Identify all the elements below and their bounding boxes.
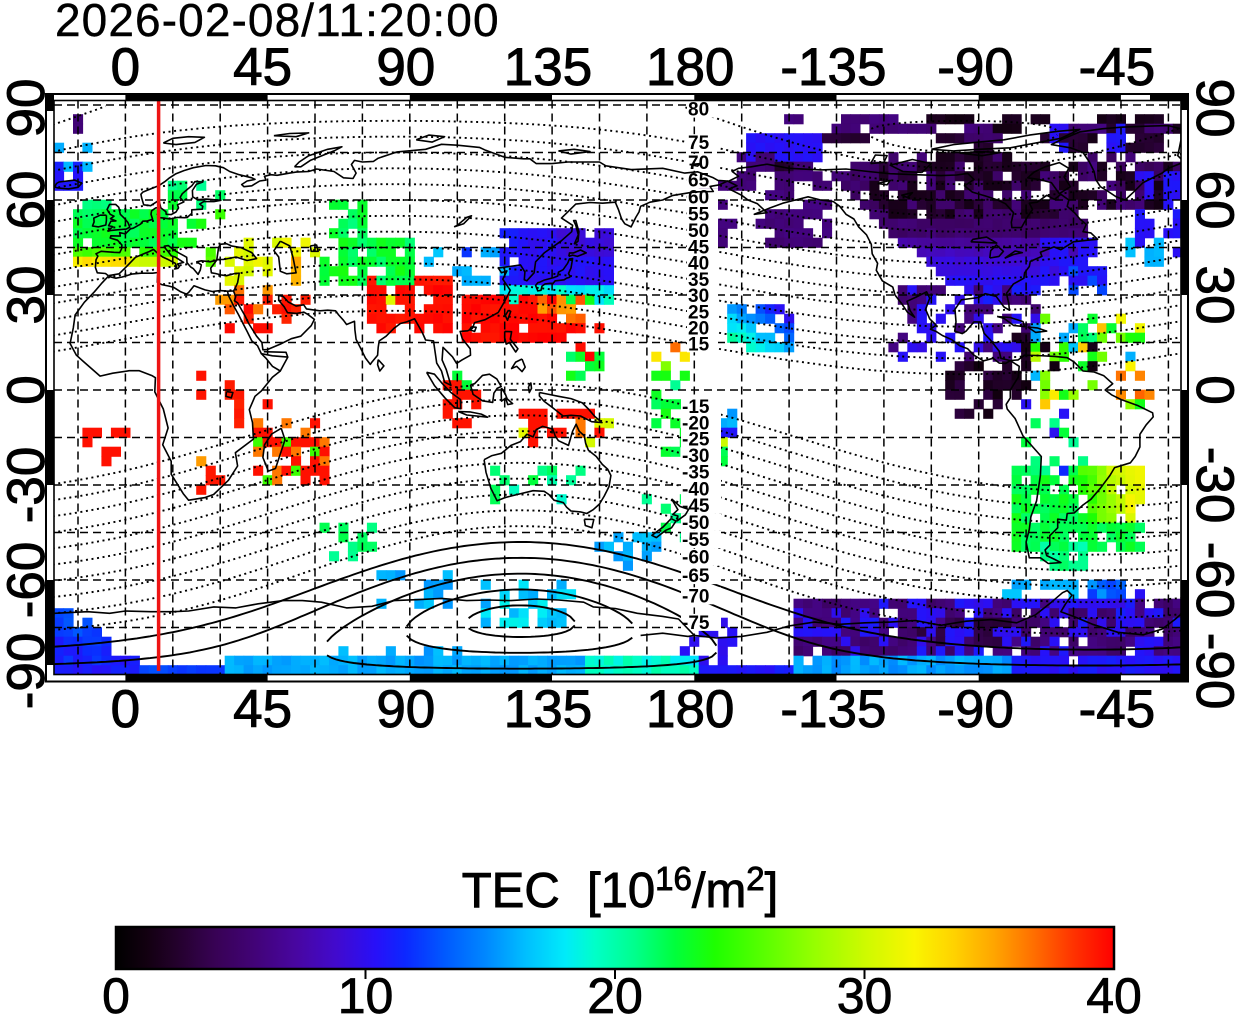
svg-text:-50: -50 [682, 513, 709, 534]
svg-text:0: 0 [1185, 375, 1235, 404]
svg-text:-60: -60 [682, 548, 709, 569]
svg-text:50: 50 [688, 221, 709, 242]
svg-text:60: 60 [0, 171, 56, 230]
svg-text:-20: -20 [682, 413, 709, 434]
svg-text:135: 135 [504, 680, 592, 739]
svg-text:90: 90 [1185, 79, 1235, 138]
svg-text:30: 30 [688, 286, 709, 307]
svg-text:-90: -90 [0, 633, 56, 710]
svg-text:90: 90 [376, 680, 435, 739]
svg-text:2026-02-08/11:20:00: 2026-02-08/11:20:00 [55, 0, 500, 46]
svg-text:-90: -90 [937, 680, 1014, 739]
svg-text:30: 30 [1185, 266, 1235, 325]
svg-text:-60: -60 [1185, 542, 1235, 619]
svg-text:15: 15 [688, 334, 710, 355]
svg-text:-65: -65 [682, 566, 710, 587]
svg-text:-30: -30 [682, 446, 709, 467]
svg-text:40: 40 [688, 254, 709, 275]
svg-text:60: 60 [1185, 171, 1235, 230]
svg-text:-45: -45 [1079, 38, 1156, 97]
svg-text:TEC [1016/m2]: TEC [1016/m2] [462, 860, 779, 918]
svg-text:-55: -55 [682, 530, 710, 551]
svg-text:-30: -30 [1185, 447, 1235, 524]
svg-text:-135: -135 [780, 38, 886, 97]
svg-text:90: 90 [0, 79, 56, 138]
svg-text:35: 35 [688, 270, 710, 291]
svg-text:-90: -90 [1185, 633, 1235, 710]
svg-text:-45: -45 [1079, 680, 1156, 739]
svg-text:-30: -30 [0, 447, 56, 524]
svg-text:-135: -135 [780, 680, 886, 739]
svg-text:-60: -60 [0, 542, 56, 619]
svg-text:0: 0 [102, 968, 130, 1021]
svg-text:0: 0 [111, 680, 140, 739]
svg-text:-45: -45 [682, 496, 710, 517]
svg-text:45: 45 [233, 680, 292, 739]
svg-text:0: 0 [0, 375, 56, 404]
svg-text:20: 20 [688, 318, 709, 339]
svg-text:80: 80 [688, 100, 709, 121]
svg-text:-75: -75 [682, 613, 710, 634]
svg-text:65: 65 [688, 171, 710, 192]
svg-text:30: 30 [837, 968, 893, 1021]
svg-text:180: 180 [646, 680, 734, 739]
svg-text:75: 75 [688, 133, 710, 154]
svg-text:30: 30 [0, 266, 56, 325]
svg-text:0: 0 [111, 38, 140, 97]
svg-text:-40: -40 [682, 479, 709, 500]
svg-text:135: 135 [504, 38, 592, 97]
svg-text:-90: -90 [937, 38, 1014, 97]
svg-text:-35: -35 [682, 463, 710, 484]
svg-text:-70: -70 [682, 586, 709, 607]
svg-text:10: 10 [338, 968, 394, 1021]
svg-text:55: 55 [688, 204, 710, 225]
svg-text:-25: -25 [682, 430, 710, 451]
svg-text:45: 45 [688, 237, 710, 258]
svg-text:180: 180 [646, 38, 734, 97]
svg-text:20: 20 [587, 968, 643, 1021]
svg-text:25: 25 [688, 302, 710, 323]
svg-text:40: 40 [1086, 968, 1142, 1021]
svg-text:90: 90 [376, 38, 435, 97]
svg-text:-15: -15 [682, 397, 710, 418]
svg-text:45: 45 [233, 38, 292, 97]
